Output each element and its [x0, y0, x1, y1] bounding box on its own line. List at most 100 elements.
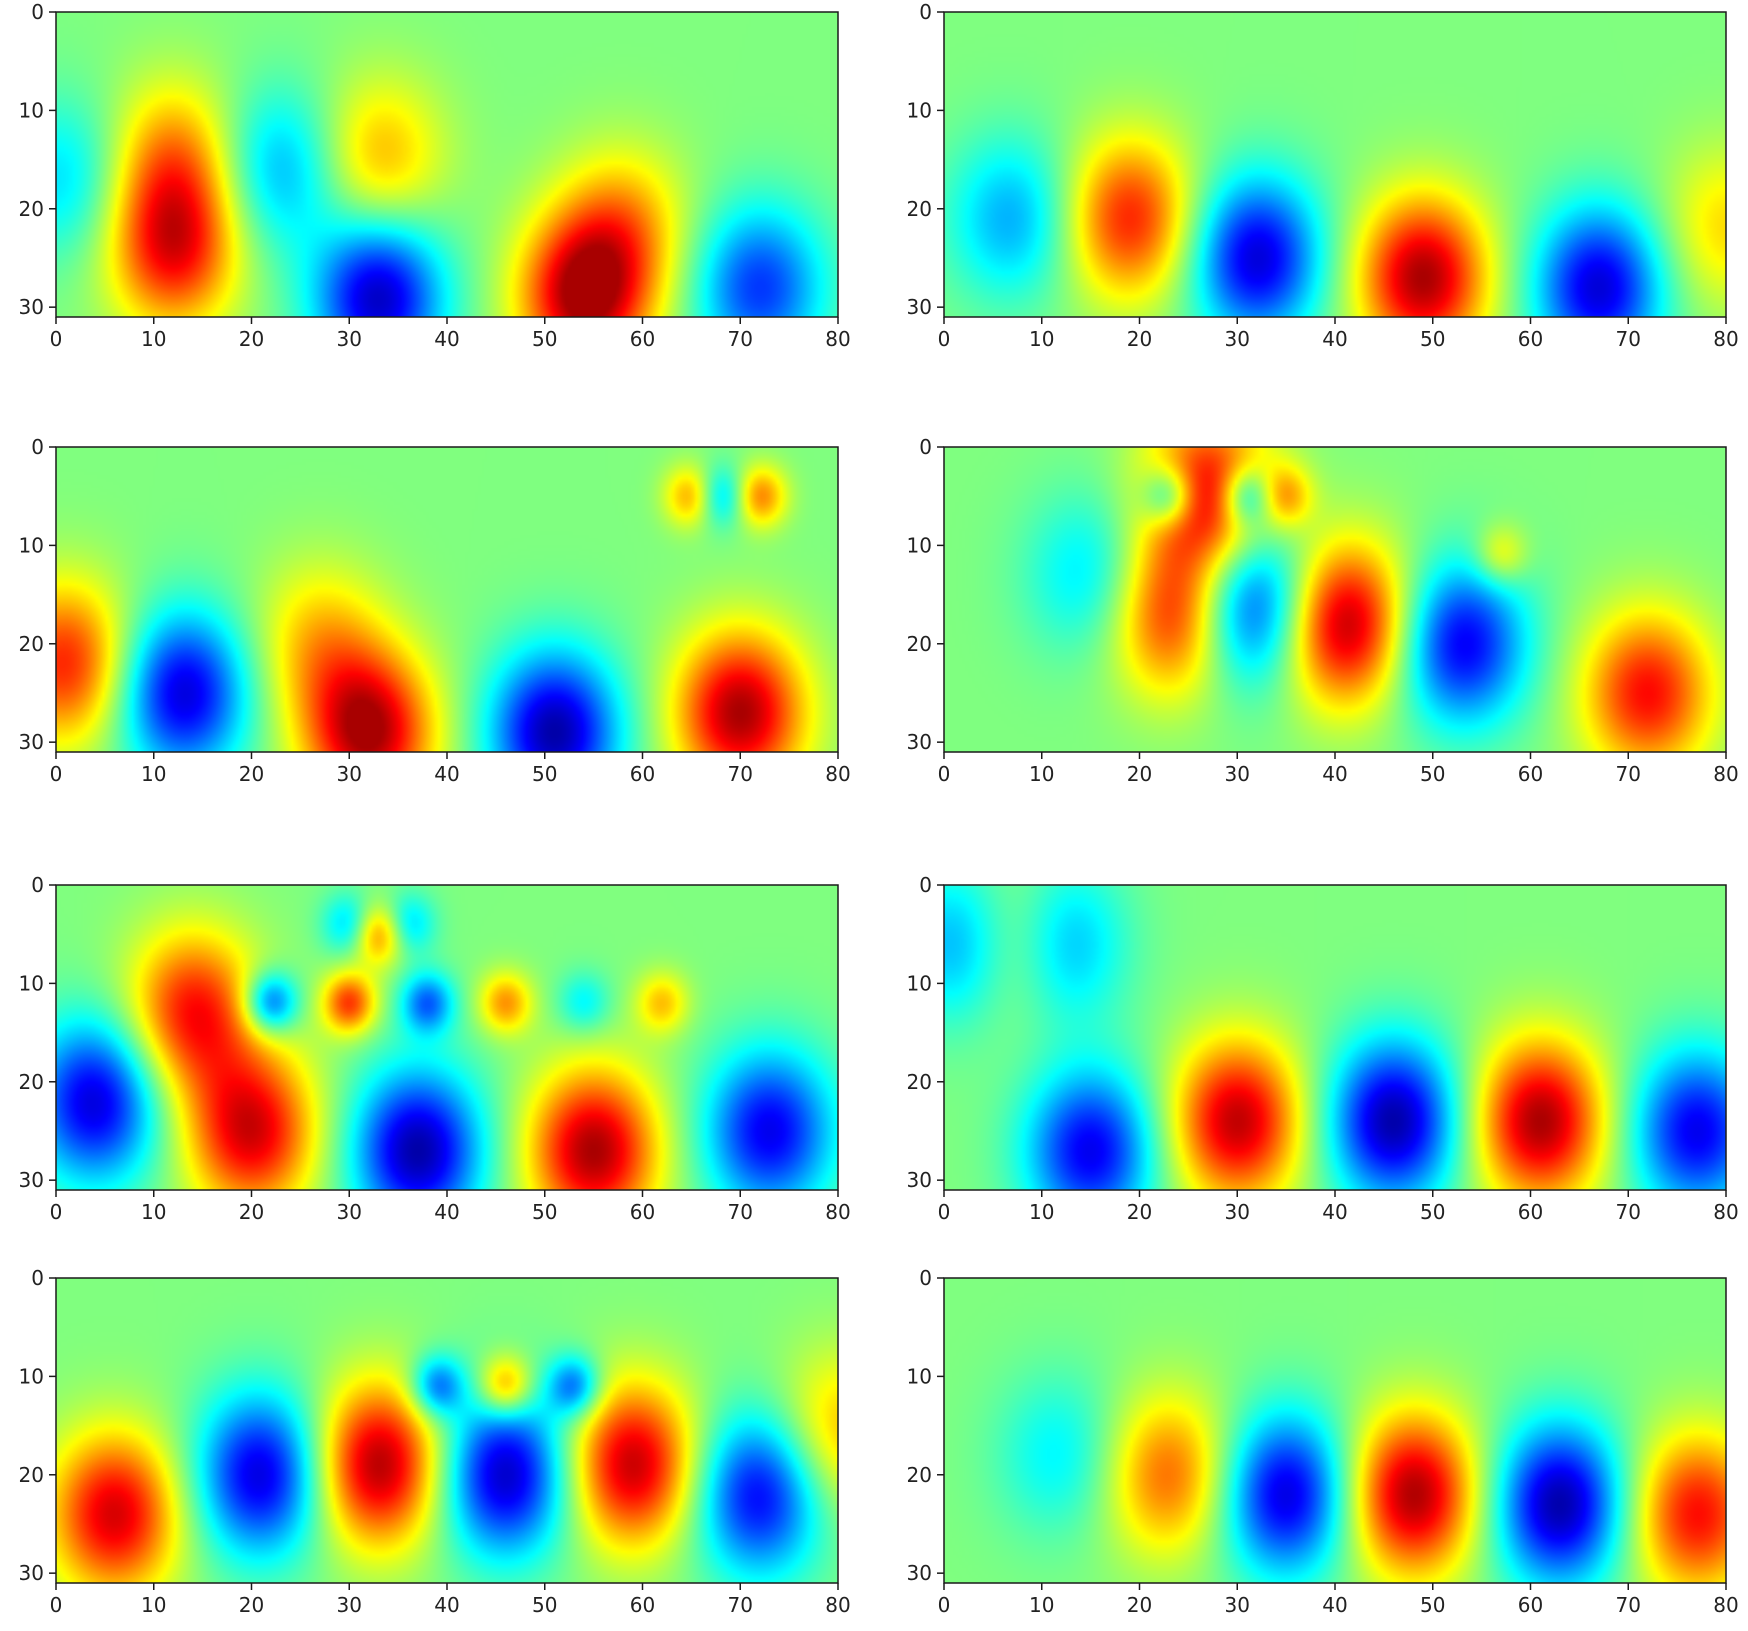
- heatmap-image: [56, 447, 838, 752]
- x-tick-label: 0: [938, 1200, 951, 1224]
- y-tick-label: 10: [19, 971, 44, 995]
- x-tick-label: 30: [337, 1200, 362, 1224]
- x-tick-label: 30: [337, 327, 362, 351]
- heatmap-image: [56, 1278, 838, 1583]
- y-tick-label: 30: [19, 1561, 44, 1585]
- y-tick-label: 0: [919, 0, 932, 24]
- x-tick-label: 40: [434, 762, 459, 786]
- x-tick-label: 20: [239, 762, 264, 786]
- x-tick-label: 20: [1127, 1593, 1152, 1617]
- x-tick-label: 70: [1616, 1200, 1641, 1224]
- x-tick-label: 30: [1225, 762, 1250, 786]
- y-tick-label: 10: [19, 1364, 44, 1388]
- x-tick-label: 10: [141, 1593, 166, 1617]
- y-tick-label: 30: [19, 1168, 44, 1192]
- x-tick-label: 40: [1322, 1593, 1347, 1617]
- heatmap-panel-6: 0 10 20 30 40 50 60 70 80 0 10 20 30: [907, 873, 1739, 1224]
- x-tick-label: 40: [434, 1200, 459, 1224]
- x-tick-label: 60: [630, 762, 655, 786]
- x-tick-label: 70: [728, 327, 753, 351]
- x-tick-label: 0: [50, 327, 63, 351]
- y-tick-label: 20: [907, 632, 932, 656]
- y-tick-label: 20: [907, 197, 932, 221]
- heatmap-image: [944, 885, 1726, 1190]
- x-tick-label: 20: [239, 1593, 264, 1617]
- x-tick-label: 80: [825, 1200, 850, 1224]
- x-tick-label: 50: [1420, 327, 1445, 351]
- x-tick-label: 20: [1127, 1200, 1152, 1224]
- y-tick-label: 10: [19, 98, 44, 122]
- x-tick-label: 20: [1127, 762, 1152, 786]
- x-tick-label: 70: [1616, 1593, 1641, 1617]
- y-tick-label: 20: [907, 1463, 932, 1487]
- y-tick-label: 0: [31, 1266, 44, 1290]
- heatmap-panel-7: 0 10 20 30 40 50 60 70 80 0 10 20 30: [19, 1266, 851, 1617]
- y-tick-label: 0: [919, 1266, 932, 1290]
- y-tick-label: 0: [919, 873, 932, 897]
- heatmap-image: [944, 447, 1726, 752]
- x-tick-label: 40: [1322, 327, 1347, 351]
- x-tick-label: 10: [1029, 1200, 1054, 1224]
- heatmap-panel-5: 0 10 20 30 40 50 60 70 80 0 10 20 30: [19, 873, 851, 1224]
- x-tick-label: 50: [1420, 1593, 1445, 1617]
- heatmap-panel-3: 0 10 20 30 40 50 60 70 80 0 10 20 30: [19, 435, 851, 786]
- x-tick-label: 60: [1518, 762, 1543, 786]
- heatmap-panel-2: 0 10 20 30 40 50 60 70 80 0 10 20 30: [907, 0, 1739, 351]
- x-tick-label: 10: [1029, 1593, 1054, 1617]
- x-tick-label: 80: [825, 327, 850, 351]
- x-tick-label: 50: [532, 1593, 557, 1617]
- y-tick-label: 0: [919, 435, 932, 459]
- y-tick-label: 10: [907, 98, 932, 122]
- y-tick-label: 30: [907, 1561, 932, 1585]
- x-tick-label: 50: [532, 327, 557, 351]
- y-tick-label: 30: [907, 1168, 932, 1192]
- x-tick-label: 30: [337, 1593, 362, 1617]
- x-tick-label: 60: [630, 1200, 655, 1224]
- heatmap-panel-1: 0 10 20 30 40 50 60 70 80 0 10 20 30: [19, 0, 851, 351]
- x-tick-label: 10: [141, 1200, 166, 1224]
- x-tick-label: 0: [50, 762, 63, 786]
- x-tick-label: 0: [50, 1593, 63, 1617]
- x-tick-label: 40: [434, 1593, 459, 1617]
- x-tick-label: 50: [1420, 1200, 1445, 1224]
- y-tick-label: 20: [19, 1070, 44, 1094]
- x-tick-label: 80: [1713, 1200, 1738, 1224]
- x-tick-label: 0: [938, 327, 951, 351]
- x-tick-label: 30: [1225, 327, 1250, 351]
- x-tick-label: 10: [1029, 762, 1054, 786]
- y-tick-label: 0: [31, 873, 44, 897]
- y-tick-label: 30: [907, 295, 932, 319]
- y-tick-label: 10: [907, 533, 932, 557]
- y-tick-label: 20: [907, 1070, 932, 1094]
- heatmap-panel-4: 0 10 20 30 40 50 60 70 80 0 10 20 30: [907, 435, 1739, 786]
- x-tick-label: 0: [50, 1200, 63, 1224]
- x-tick-label: 70: [1616, 327, 1641, 351]
- x-tick-label: 60: [1518, 1593, 1543, 1617]
- y-tick-label: 30: [907, 730, 932, 754]
- heatmap-image: [944, 1278, 1726, 1583]
- x-tick-label: 40: [1322, 1200, 1347, 1224]
- x-tick-label: 70: [728, 1200, 753, 1224]
- y-tick-label: 10: [19, 533, 44, 557]
- x-tick-label: 80: [825, 1593, 850, 1617]
- x-tick-label: 10: [141, 762, 166, 786]
- x-tick-label: 60: [630, 327, 655, 351]
- x-tick-label: 70: [728, 1593, 753, 1617]
- x-tick-label: 40: [1322, 762, 1347, 786]
- x-tick-label: 20: [1127, 327, 1152, 351]
- y-tick-label: 30: [19, 730, 44, 754]
- heatmap-panel-8: 0 10 20 30 40 50 60 70 80 0 10 20 30: [907, 1266, 1739, 1617]
- x-tick-label: 60: [1518, 327, 1543, 351]
- x-tick-label: 40: [434, 327, 459, 351]
- x-tick-label: 70: [1616, 762, 1641, 786]
- y-tick-label: 20: [19, 632, 44, 656]
- x-tick-label: 50: [532, 1200, 557, 1224]
- y-tick-label: 20: [19, 197, 44, 221]
- y-tick-label: 10: [907, 971, 932, 995]
- x-tick-label: 80: [1713, 1593, 1738, 1617]
- x-tick-label: 30: [1225, 1200, 1250, 1224]
- y-tick-label: 30: [19, 295, 44, 319]
- y-tick-label: 0: [31, 0, 44, 24]
- y-tick-label: 10: [907, 1364, 932, 1388]
